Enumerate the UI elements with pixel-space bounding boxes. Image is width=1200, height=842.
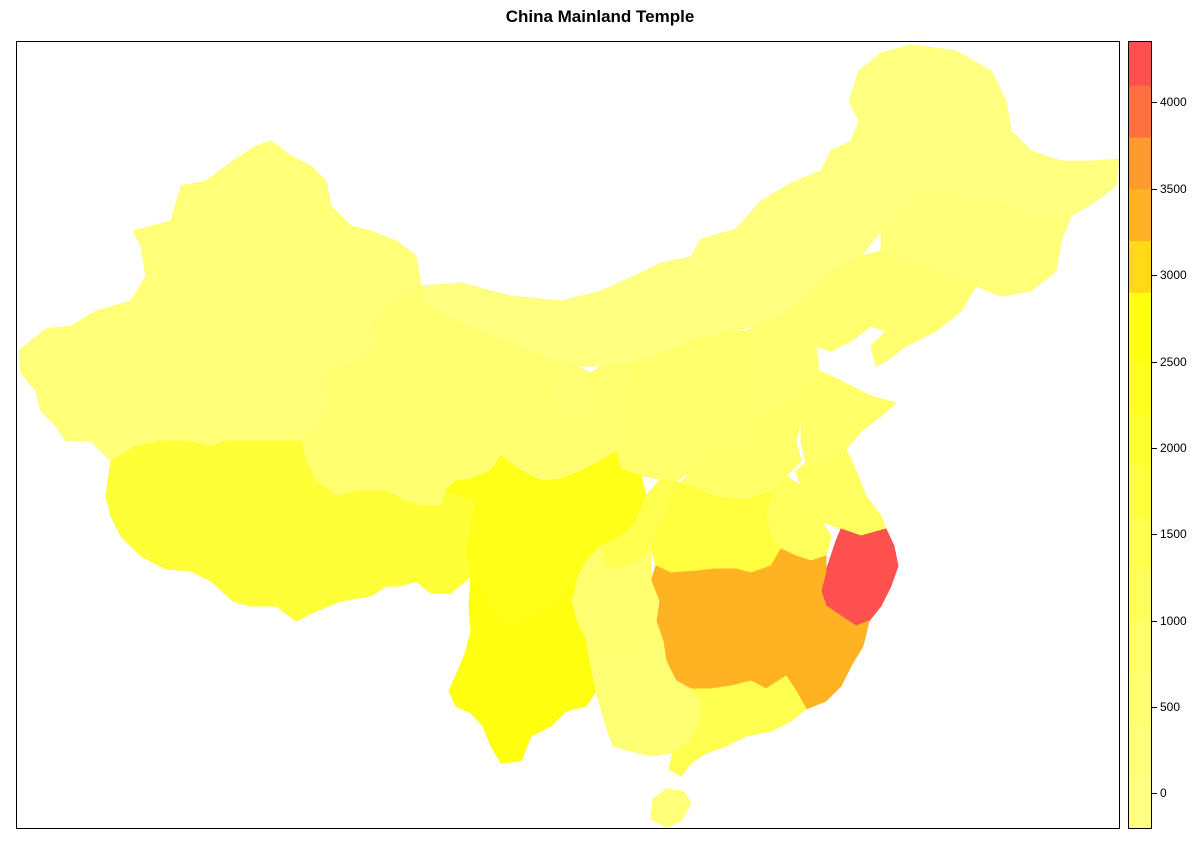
legend-tick-label: 1000 bbox=[1160, 614, 1187, 628]
legend-tick-label: 1500 bbox=[1160, 527, 1187, 541]
legend-tick-mark bbox=[1152, 707, 1157, 708]
legend-bin-12 bbox=[1129, 137, 1151, 190]
map-panel bbox=[16, 41, 1120, 829]
legend-tick-mark bbox=[1152, 189, 1157, 190]
legend-bin-9 bbox=[1129, 292, 1151, 363]
legend-bin-6 bbox=[1129, 465, 1151, 518]
legend-bin-5 bbox=[1129, 517, 1151, 570]
legend-tick-mark bbox=[1152, 102, 1157, 103]
legend-tick-mark bbox=[1152, 448, 1157, 449]
legend-bin-7 bbox=[1129, 413, 1151, 466]
region-fujian bbox=[785, 605, 870, 710]
china-map bbox=[18, 44, 1119, 828]
legend-tick-label: 4000 bbox=[1160, 95, 1187, 109]
legend-tick-mark bbox=[1152, 362, 1157, 363]
legend-bin-13 bbox=[1129, 85, 1151, 138]
color-legend-bar bbox=[1128, 41, 1152, 829]
region-hainan bbox=[650, 788, 692, 828]
map-title: China Mainland Temple bbox=[505, 7, 695, 26]
legend-tick-mark bbox=[1152, 621, 1157, 622]
legend-tick-label: 3000 bbox=[1160, 268, 1187, 282]
legend-bin-8 bbox=[1129, 361, 1151, 414]
legend-bin-10 bbox=[1129, 240, 1151, 293]
legend-bin-2 bbox=[1129, 672, 1151, 725]
legend-bin-0 bbox=[1129, 776, 1151, 828]
region-guangdong bbox=[668, 675, 807, 777]
legend-bin-11 bbox=[1129, 188, 1151, 242]
legend-tick-label: 500 bbox=[1160, 700, 1181, 714]
legend-tick-label: 2000 bbox=[1160, 441, 1187, 455]
legend-tick-label: 2500 bbox=[1160, 355, 1187, 369]
legend-bin-14 bbox=[1129, 42, 1151, 86]
legend-bin-1 bbox=[1129, 724, 1151, 777]
region-yunnan bbox=[448, 575, 597, 764]
legend-tick-label: 0 bbox=[1160, 786, 1167, 800]
legend-bin-3 bbox=[1129, 620, 1151, 674]
legend-tick-mark bbox=[1152, 275, 1157, 276]
legend-tick-mark bbox=[1152, 793, 1157, 794]
region-shandong bbox=[790, 370, 897, 464]
legend-tick-mark bbox=[1152, 534, 1157, 535]
legend-tick-label: 3500 bbox=[1160, 182, 1187, 196]
legend-bin-4 bbox=[1129, 568, 1151, 622]
color-legend-scale bbox=[1129, 42, 1151, 828]
